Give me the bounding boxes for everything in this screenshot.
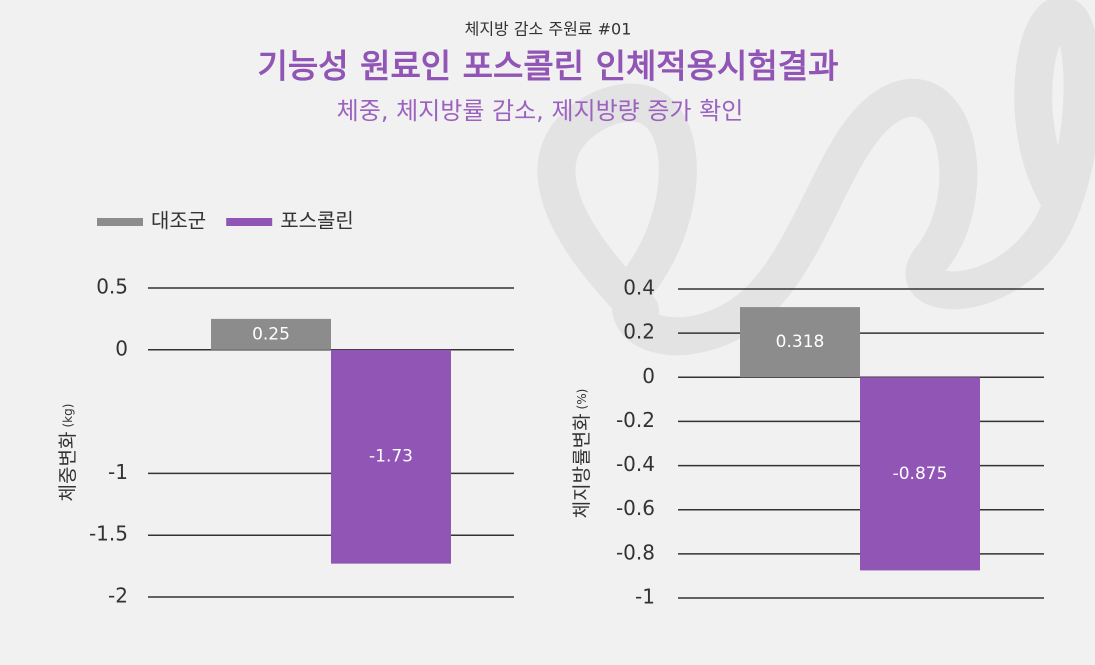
y-axis-title: 체지방률변화	[571, 413, 593, 518]
value-label: 0.318	[776, 332, 825, 352]
watermark	[537, 0, 1095, 356]
y-axis-label: 체중변화 (kg)	[57, 404, 79, 502]
value-label: -1.73	[369, 447, 413, 467]
legend-label: 대조군	[151, 209, 206, 233]
legend-swatch	[97, 218, 143, 226]
value-label: 0.25	[252, 324, 290, 344]
y-tick-label: -0.2	[616, 408, 655, 432]
y-tick-label: -1	[635, 585, 655, 609]
bar	[740, 307, 860, 378]
y-tick-label: 0.2	[623, 320, 655, 344]
y-tick-label: 0.5	[96, 275, 128, 299]
value-label: -0.875	[893, 464, 948, 484]
y-tick-label: 0.4	[623, 276, 655, 300]
bar	[860, 377, 980, 571]
y-axis-unit: (%)	[575, 389, 589, 410]
y-tick-label: -0.8	[616, 540, 655, 564]
y-tick-label: -1	[108, 460, 128, 484]
y-tick-label: -2	[108, 584, 128, 608]
bar	[211, 318, 331, 350]
y-tick-label: -0.4	[616, 452, 655, 476]
y-tick-label: 0	[115, 336, 128, 360]
y-axis-title: 체중변화	[57, 432, 79, 502]
y-tick-label: -0.6	[616, 496, 655, 520]
kicker: 체지방 감소 주원료 #01	[465, 20, 632, 39]
y-tick-label: 0	[642, 364, 655, 388]
title: 기능성 원료인 포스콜린 인체적용시험결과	[258, 47, 839, 86]
legend-label: 포스콜린	[280, 209, 354, 233]
y-tick-label: -1.5	[89, 522, 128, 546]
y-axis-label: 체지방률변화 (%)	[571, 389, 593, 519]
legend-swatch	[226, 218, 273, 226]
bar	[331, 349, 451, 564]
subtitle: 체중, 체지방률 감소, 제지방량 증가 확인	[337, 97, 744, 125]
y-axis-unit: (kg)	[61, 404, 75, 428]
